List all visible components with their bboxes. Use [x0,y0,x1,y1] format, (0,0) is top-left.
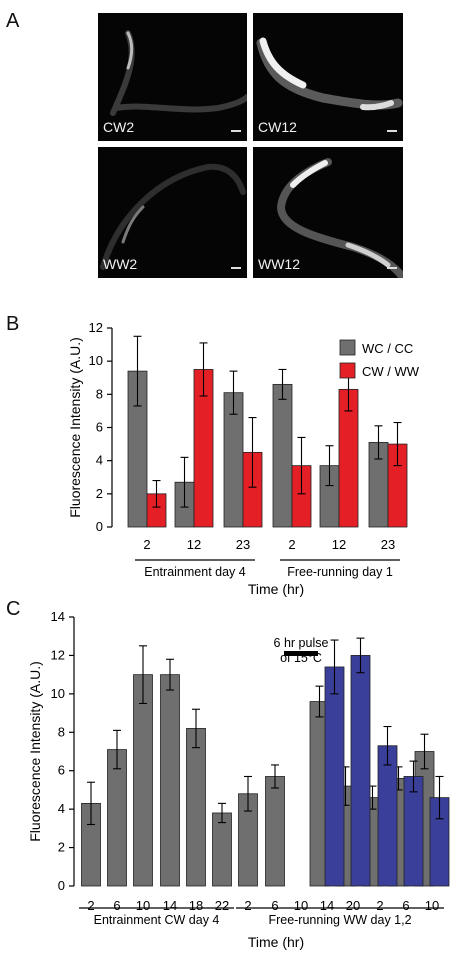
x-tick-label: 12 [332,537,346,552]
micrograph-cw2: CW2 [98,13,247,141]
bar [324,666,345,887]
worm-image [100,163,246,270]
micrograph-ww2: WW2 [98,147,247,278]
x-tick-label: 20 [346,898,360,913]
x-tick-label: 2 [288,537,295,552]
y-tick-label: 10 [51,686,65,701]
x-tick-label: 23 [236,537,250,552]
group-label: Entrainment day 4 [144,565,245,579]
micrograph-label: CW2 [103,119,135,135]
micrograph-ww12: WW12 [253,147,403,278]
x-tick-label: 6 [402,898,409,913]
scale-bar [231,267,241,269]
x-tick-label: 12 [187,537,201,552]
x-tick-label: 2 [87,898,94,913]
y-axis-label: Fluorescence Intensity (A.U.) [67,337,83,518]
x-tick-label: 14 [320,898,334,913]
legend-label: WC / CC [362,341,413,356]
bar [377,745,398,887]
group-label: Entrainment CW day 4 [94,913,220,927]
y-tick-label: 0 [96,519,103,534]
scale-bar [231,130,241,132]
micrograph-cw12: CW12 [253,13,403,141]
x-tick-label: 14 [163,898,177,913]
x-tick-label: 10 [136,898,150,913]
panel-c-letter: C [6,598,21,620]
x-tick-label: 10 [294,898,308,913]
scale-bar [387,130,397,132]
group-label: Free-running WW day 1,2 [268,913,411,927]
chart-c: 0 2 4 6 8 10 12 14 Fluorescence Intensity (A.U.)… [27,609,450,950]
micrograph-label: WW2 [103,256,138,272]
bar [160,674,180,887]
group-label: Free-running day 1 [287,565,393,579]
micrograph-label: CW12 [258,119,297,135]
bar [403,776,424,887]
y-tick-label: 0 [58,878,65,893]
y-tick-label: 6 [58,763,65,778]
x-axis-label: Time (hr) [248,581,304,597]
pulse-annotation-line1: 6 hr pulse [274,636,329,650]
bar [107,749,127,887]
x-axis-label: Time (hr) [248,934,304,950]
y-axis-label: Fluorescence Intensity (A.U.) [27,661,43,842]
bar [212,812,232,887]
x-tick-label: 10 [425,898,439,913]
x-tick-label: 2 [143,537,150,552]
bar [272,383,293,528]
y-tick-label: 2 [58,840,65,855]
bar [133,674,153,887]
x-tick-label: 6 [271,898,278,913]
bar [186,728,206,887]
y-tick-label: 12 [89,320,103,335]
y-tick-label: 4 [58,801,65,816]
worm-image [110,30,247,116]
y-tick-label: 12 [51,647,65,662]
chart-b: 0 2 4 6 8 10 12 Fluorescence Intensity (A.U.) 2 1… [67,320,420,597]
y-tick-label: 8 [58,724,65,739]
panel-a-letter: A [6,10,20,32]
x-tick-label: 22 [215,898,229,913]
x-tick-label: 23 [381,537,395,552]
y-tick-label: 6 [96,420,103,435]
legend-label: CW / WW [362,364,420,379]
bar [350,655,371,887]
x-tick-label: 2 [244,898,251,913]
worm-image [256,37,403,111]
y-tick-label: 14 [51,609,65,624]
micrograph-label: WW12 [258,256,300,272]
x-tick-label: 6 [113,898,120,913]
pulse-bar [284,651,318,656]
y-tick-label: 10 [89,353,103,368]
x-tick-label: 18 [189,898,203,913]
legend-swatch [339,362,356,379]
scale-bar [387,267,397,269]
y-tick-label: 2 [96,486,103,501]
panel-b-letter: B [6,313,20,335]
bar [265,776,285,887]
x-tick-label: 2 [376,898,383,913]
y-tick-label: 4 [96,453,103,468]
legend-swatch [339,339,356,356]
worm-image [276,158,403,278]
y-tick-label: 8 [96,386,103,401]
